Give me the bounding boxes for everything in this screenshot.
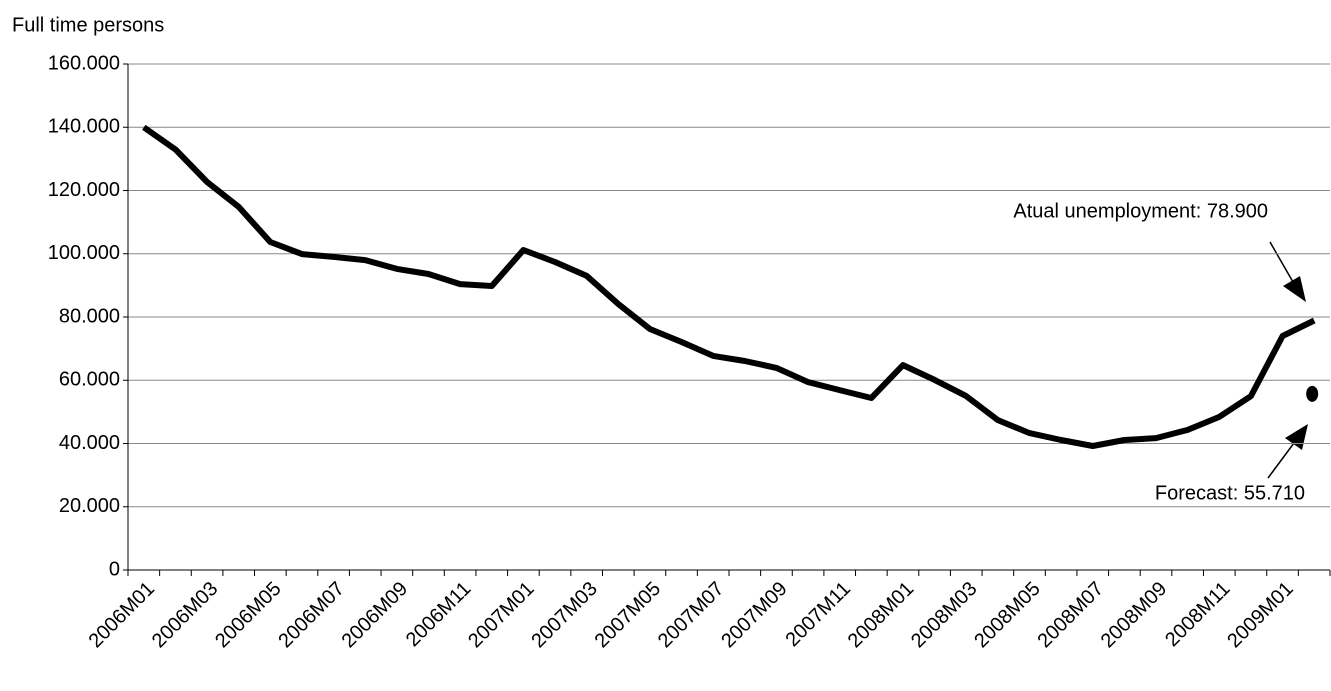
x-tick-label: 2008M07	[1033, 578, 1108, 653]
arrowhead	[1285, 424, 1308, 450]
x-tick-label: 2008M01	[844, 578, 919, 653]
x-tick-label: 2006M03	[148, 578, 223, 653]
x-tick-label: 2009M01	[1223, 578, 1298, 653]
y-tick-label: 120.000	[48, 179, 120, 201]
annotation: Forecast: 55.710	[1155, 482, 1305, 504]
x-tick-label: 2008M11	[1161, 578, 1234, 651]
data-line	[142, 124, 1316, 449]
x-tick-label: 2007M05	[591, 578, 666, 653]
x-tick-label: 2006M11	[402, 578, 475, 651]
y-tick-label: 60.000	[59, 369, 120, 391]
x-tick-label: 2006M05	[211, 578, 286, 653]
forecast-point	[1306, 385, 1319, 402]
arrowhead	[1283, 276, 1306, 302]
y-axis-label: Full time persons	[12, 14, 164, 36]
x-tick-label: 2008M09	[1097, 578, 1172, 653]
x-tick-label: 2007M01	[464, 578, 539, 653]
x-tick-label: 2006M01	[85, 578, 160, 653]
y-tick-label: 140.000	[48, 116, 120, 138]
x-tick-label: 2008M03	[907, 578, 982, 653]
x-tick-label: 2006M07	[274, 578, 349, 653]
x-tick-label: 2007M07	[654, 578, 729, 653]
x-tick-label: 2008M05	[970, 578, 1045, 653]
x-tick-label: 2007M11	[781, 578, 854, 651]
arrow	[1269, 241, 1294, 283]
arrow	[1267, 442, 1295, 479]
y-tick-label: 100.000	[48, 242, 120, 264]
y-tick-label: 80.000	[59, 305, 120, 327]
y-tick-label: 20.000	[59, 495, 120, 517]
y-tick-label: 40.000	[59, 432, 120, 454]
x-tick-label: 2007M03	[527, 578, 602, 653]
x-tick-label: 2006M09	[338, 578, 413, 653]
x-tick-label: 2007M09	[717, 578, 792, 653]
annotation: Atual unemployment: 78.900	[1013, 200, 1268, 222]
y-tick-label: 0	[109, 558, 120, 580]
y-tick-label: 160.000	[48, 52, 120, 74]
